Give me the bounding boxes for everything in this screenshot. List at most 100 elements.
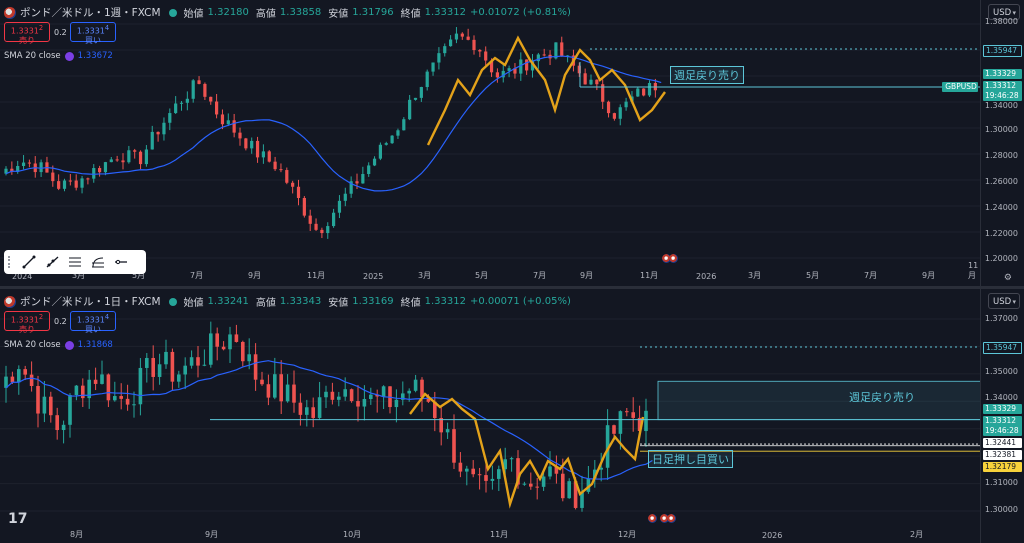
- earnings-flag-icon[interactable]: [648, 514, 657, 523]
- candle-body: [174, 103, 178, 114]
- ray-icon[interactable]: [44, 254, 60, 270]
- candle-body: [439, 418, 443, 433]
- candle-body: [361, 173, 365, 184]
- candle-body: [460, 33, 464, 37]
- candle-body: [529, 483, 533, 487]
- symbol-title[interactable]: ポンド／米ドル・1週・FXCM: [20, 7, 161, 19]
- sell-button[interactable]: 1.33312 売り: [4, 311, 50, 334]
- candle-body: [396, 130, 400, 136]
- time-axis[interactable]: 8月 9月 10月 11月 12月 2026 2月: [0, 529, 981, 543]
- candle-body: [548, 466, 552, 477]
- x-tick: 7月: [533, 271, 547, 280]
- level-tag: 1.35947: [983, 45, 1022, 57]
- tradingview-logo[interactable]: 17: [8, 511, 28, 527]
- time-axis[interactable]: 2024 3月 5月 7月 9月 11月 2025 3月 5月 7月 9月 11月 2026 3月 5月 7月…: [0, 261, 981, 286]
- candle-body: [561, 473, 565, 499]
- candle-body: [185, 98, 189, 103]
- candle-body: [125, 398, 130, 405]
- zone-label[interactable]: 週足戻り売り: [670, 66, 744, 84]
- candle-body: [55, 415, 59, 431]
- sma-value: 1.33672: [77, 51, 113, 61]
- candle-body: [266, 384, 271, 398]
- indicator-settings-icon[interactable]: [64, 340, 74, 350]
- sma-indicator-row[interactable]: SMA 20 close 1.31868: [4, 340, 113, 350]
- candle-body: [536, 54, 540, 62]
- y-tick: 1.30000: [984, 125, 1018, 134]
- zone-label[interactable]: 日足押し目買い: [648, 450, 733, 468]
- currency-value: USD: [993, 297, 1012, 307]
- level-tag: 1.32441: [983, 438, 1022, 448]
- candle-body: [92, 168, 96, 179]
- x-tick: 2024: [12, 272, 33, 281]
- candle-body: [183, 365, 187, 375]
- candle-body: [624, 101, 628, 108]
- earnings-flag-icon[interactable]: [662, 254, 671, 263]
- candle-body: [509, 458, 514, 460]
- earnings-flag-icon[interactable]: [669, 254, 678, 263]
- indicator-settings-icon[interactable]: [64, 51, 74, 61]
- candle-body: [311, 407, 315, 418]
- daily-chart-panel[interactable]: ポンド／米ドル・1日・FXCM 始値 1.33241 高値 1.33343 安値 1.…: [0, 289, 1024, 543]
- y-tick: 1.28000: [984, 151, 1018, 160]
- weekly-chart-canvas[interactable]: [0, 0, 981, 286]
- fib-icon[interactable]: [90, 254, 106, 270]
- candle-body: [362, 399, 367, 407]
- candle-body: [279, 374, 283, 402]
- close-label: 終値: [400, 9, 421, 20]
- buy-button[interactable]: 1.33314 買い: [70, 311, 116, 334]
- buy-button[interactable]: 1.33314 買い: [70, 22, 116, 45]
- current-price: 1.33312: [985, 416, 1017, 425]
- trade-buttons: 1.33312 売り 0.2 1.33314 買い: [4, 22, 116, 45]
- settings-gear-icon[interactable]: ⚙: [1003, 273, 1012, 283]
- candle-body: [68, 395, 72, 425]
- candle-body: [407, 390, 411, 394]
- candle-body: [17, 369, 21, 383]
- pane-divider[interactable]: [0, 286, 1024, 289]
- candle-body: [452, 429, 456, 463]
- sell-zone-box[interactable]: [657, 380, 981, 421]
- earnings-flag-icon[interactable]: [667, 514, 676, 523]
- symbol-title[interactable]: ポンド／米ドル・1日・FXCM: [20, 296, 161, 308]
- candle-body: [507, 68, 511, 71]
- candle-body: [261, 151, 265, 158]
- candle-body: [177, 374, 181, 382]
- drawing-toolbar: [4, 250, 146, 274]
- chart-legend: ポンド／米ドル・1週・FXCM 始値 1.32180 高値 1.33858 安値 1.…: [4, 5, 571, 20]
- open-value: 1.32180: [207, 7, 249, 18]
- price-axis[interactable]: USD ▾ 1.37000 1.35000 1.34000 1.31000 1.3…: [980, 289, 1024, 543]
- x-tick: 8月: [70, 530, 84, 539]
- candle-body: [577, 65, 581, 74]
- candle-body: [642, 88, 646, 96]
- candle-body: [51, 172, 55, 182]
- parallel-channel-icon[interactable]: [67, 254, 83, 270]
- weekly-chart-panel[interactable]: ポンド／米ドル・1週・FXCM 始値 1.32180 高値 1.33858 安値 1.…: [0, 0, 1024, 286]
- candle-body: [644, 410, 648, 432]
- currency-select[interactable]: USD ▾: [988, 293, 1020, 309]
- earnings-flag-icon[interactable]: [660, 514, 669, 523]
- daily-chart-canvas[interactable]: [0, 289, 981, 543]
- y-tick: 1.31000: [984, 478, 1018, 487]
- candle-body: [203, 83, 207, 97]
- x-tick: 9月: [580, 271, 594, 280]
- candle-body: [599, 467, 603, 470]
- candle-body: [367, 165, 371, 174]
- x-tick: 3月: [72, 271, 86, 280]
- price-axis[interactable]: USD ▾ 1.38000 1.34000 1.30000 1.28000 1.2…: [980, 0, 1024, 286]
- currency-select[interactable]: USD ▾: [988, 4, 1020, 20]
- candle-body: [454, 33, 459, 40]
- trendline-icon[interactable]: [21, 254, 37, 270]
- candle-body: [170, 351, 175, 382]
- candle-body: [86, 178, 90, 180]
- gbpusd-flag-icon: [4, 6, 16, 19]
- sell-button[interactable]: 1.33312 売り: [4, 22, 50, 45]
- low-value: 1.33169: [352, 296, 394, 307]
- level-tag: 1.33329: [983, 404, 1022, 414]
- drag-handle-icon[interactable]: [8, 256, 14, 268]
- zone-label[interactable]: 週足戻り売り: [849, 391, 915, 404]
- candle-body: [355, 181, 359, 184]
- sma-value: 1.31868: [77, 340, 113, 350]
- candle-body: [349, 181, 353, 194]
- horizontal-line-icon[interactable]: [113, 254, 129, 270]
- sma-indicator-row[interactable]: SMA 20 close 1.33672: [4, 51, 113, 61]
- candle-body: [179, 102, 184, 104]
